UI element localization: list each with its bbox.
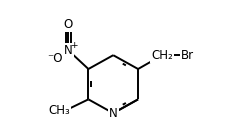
Text: ⁻O: ⁻O: [47, 52, 62, 65]
Text: CH₃: CH₃: [48, 104, 70, 117]
Text: CH₂: CH₂: [151, 49, 172, 62]
Text: N: N: [108, 107, 117, 120]
Text: N: N: [64, 44, 73, 57]
Text: Br: Br: [180, 49, 193, 62]
Text: O: O: [61, 104, 70, 117]
Text: O: O: [64, 18, 73, 31]
Text: +: +: [70, 41, 77, 50]
